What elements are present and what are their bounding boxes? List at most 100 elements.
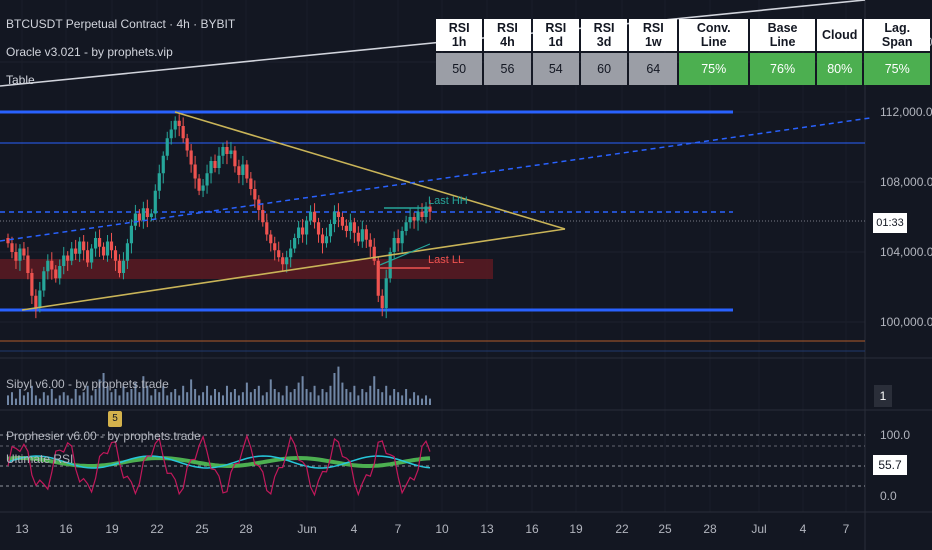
rsi-table: RSI 1h RSI 4h RSI 1d RSI 3d RSI 1w Conv.… bbox=[434, 17, 932, 87]
candle-body bbox=[38, 290, 42, 308]
volume-bar bbox=[134, 382, 137, 405]
candle-body bbox=[416, 211, 420, 221]
current-time-tag: 01:33 bbox=[873, 213, 907, 233]
candle-body bbox=[169, 129, 173, 139]
oracle-indicator-label[interactable]: Oracle v3.021 - by prophets.vip bbox=[6, 45, 173, 59]
volume-bar bbox=[10, 392, 13, 405]
price-axis-label: 112,000.0 bbox=[880, 105, 932, 119]
volume-bar bbox=[285, 385, 288, 405]
candle-body bbox=[320, 234, 325, 244]
volume-bar bbox=[349, 392, 352, 405]
candle-body bbox=[281, 257, 285, 265]
volume-bar bbox=[269, 379, 272, 405]
volume-bar bbox=[158, 392, 161, 405]
alert-badge[interactable]: 5 bbox=[108, 411, 122, 427]
volume-bar bbox=[198, 395, 201, 405]
candle-body bbox=[121, 260, 126, 273]
rsi-table-value-cell: 80% bbox=[817, 53, 863, 85]
volume-bar bbox=[146, 385, 149, 405]
oscillator-axis-label: 0.0 bbox=[880, 489, 897, 503]
volume-bar bbox=[42, 392, 45, 405]
prophesier-indicator-label[interactable]: Prophesier v6.00 - by prophets.trade bbox=[6, 429, 201, 443]
candle-body bbox=[101, 246, 106, 256]
volume-bar bbox=[122, 385, 125, 405]
time-axis-label: 13 bbox=[480, 522, 494, 536]
price-levels bbox=[0, 110, 865, 352]
candle-body bbox=[18, 248, 22, 261]
candle-body bbox=[344, 225, 348, 231]
candle-body bbox=[10, 243, 14, 252]
volume-bar bbox=[118, 395, 121, 405]
volume-bar bbox=[417, 395, 420, 405]
time-axis-label: 28 bbox=[239, 522, 253, 536]
volume-bar bbox=[82, 392, 85, 405]
candle-body bbox=[209, 161, 213, 174]
rsi-table-header-cell: RSI 1w bbox=[629, 19, 678, 51]
table-label[interactable]: Table bbox=[6, 73, 35, 87]
candle-body bbox=[225, 147, 229, 154]
volume-bar bbox=[313, 385, 316, 405]
candle-body bbox=[86, 250, 90, 263]
candle-body bbox=[404, 222, 408, 231]
volume-bar bbox=[54, 398, 57, 405]
time-axis-label: 4 bbox=[800, 522, 807, 536]
time-axis-label: 19 bbox=[105, 522, 119, 536]
volume-bar bbox=[7, 395, 9, 405]
candle-body bbox=[289, 248, 293, 258]
volume-bar bbox=[321, 389, 324, 405]
volume-bar bbox=[365, 392, 368, 405]
candle-body bbox=[348, 222, 352, 231]
volume-bar bbox=[257, 385, 260, 405]
rsi-table-value-cell: 75% bbox=[679, 53, 749, 85]
volume-bar bbox=[130, 389, 133, 405]
time-axis-label: 4 bbox=[351, 522, 358, 536]
volume-bar bbox=[281, 395, 284, 405]
volume-bar bbox=[413, 392, 416, 405]
volume-bar bbox=[333, 373, 336, 405]
volume-bar bbox=[94, 389, 97, 405]
sibyl-indicator-label[interactable]: Sibyl v6.00 - by prophets.trade bbox=[6, 377, 169, 391]
ultimate-rsi-label[interactable]: Ultimate RSI bbox=[6, 452, 74, 466]
volume-bar bbox=[126, 392, 129, 405]
volume-bar bbox=[305, 389, 308, 405]
candle-body bbox=[78, 241, 82, 254]
volume-bar bbox=[221, 395, 224, 405]
rsi-table-header-cell: RSI 4h bbox=[484, 19, 531, 51]
candle-body bbox=[137, 213, 141, 221]
rsi-table-header-cell: Base Line bbox=[750, 19, 815, 51]
volume-bar bbox=[90, 395, 93, 405]
rsi-table-value-cell: 50 bbox=[436, 53, 483, 85]
volume-bar bbox=[317, 395, 320, 405]
volume-bar bbox=[301, 376, 304, 405]
volume-bar bbox=[421, 398, 424, 405]
candle-body bbox=[384, 278, 388, 308]
candle-body bbox=[233, 150, 237, 167]
candle-body bbox=[253, 189, 257, 200]
volume-bar bbox=[70, 398, 73, 405]
candle-body bbox=[105, 241, 110, 256]
candle-body bbox=[308, 211, 313, 221]
volume-bar bbox=[214, 389, 217, 405]
time-axis-label: 7 bbox=[843, 522, 850, 536]
volume-bar bbox=[138, 392, 141, 405]
candle-body bbox=[54, 269, 58, 279]
volume-bar bbox=[186, 392, 189, 405]
time-axis-label: 10 bbox=[435, 522, 449, 536]
candle-body bbox=[293, 238, 297, 249]
time-axis-label: Jul bbox=[751, 522, 766, 536]
volume-bar bbox=[30, 385, 33, 405]
volume-bar bbox=[265, 392, 268, 405]
candle-body bbox=[301, 227, 305, 235]
volume-bar bbox=[237, 395, 240, 405]
volume-bar bbox=[377, 389, 380, 405]
volume-bar bbox=[249, 392, 252, 405]
rsi-table-value-row: 50 56 54 60 64 75% 76% 80% 75% bbox=[436, 53, 930, 85]
candle-body bbox=[117, 260, 122, 273]
volume-bar bbox=[190, 379, 193, 405]
candle-body bbox=[74, 248, 78, 254]
rsi-table-header-cell: Cloud bbox=[817, 19, 863, 51]
volume-bar bbox=[182, 385, 185, 405]
candle-body bbox=[265, 222, 269, 235]
time-axis-label: Jun bbox=[297, 522, 316, 536]
